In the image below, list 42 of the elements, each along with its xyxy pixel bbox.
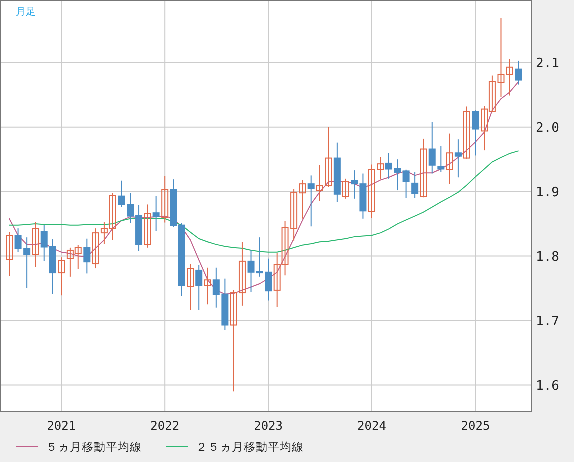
candlestick <box>84 238 91 274</box>
candlestick <box>438 146 445 173</box>
candlestick <box>368 164 376 219</box>
candlestick <box>386 152 393 180</box>
candlestick <box>152 196 160 232</box>
candlestick <box>472 110 480 156</box>
x-tick-label: 2022 <box>150 419 180 433</box>
candlestick <box>342 178 350 200</box>
candlestick <box>428 122 436 174</box>
legend-label: ５ヵ月移動平均線 <box>46 440 142 454</box>
candlestick <box>454 139 462 178</box>
candlestick <box>204 267 212 306</box>
candlestick <box>6 232 14 277</box>
y-tick-label: 1.6 <box>536 378 560 394</box>
x-tick-label: 2025 <box>461 419 490 433</box>
candlestick <box>420 138 428 198</box>
y-tick-label: 1.7 <box>536 314 560 330</box>
candlestick <box>92 228 100 270</box>
legend-label: ２５ヵ月移動平均線 <box>196 440 304 454</box>
candlestick <box>308 175 315 228</box>
candlestick <box>187 264 194 311</box>
candlestick <box>515 60 522 86</box>
x-tick-label: 2023 <box>254 419 284 433</box>
candlestick <box>412 172 419 199</box>
line-series <box>9 82 520 295</box>
y-tick-label: 1.9 <box>536 185 560 200</box>
candlestick <box>144 204 152 248</box>
candlestick <box>32 222 40 268</box>
text: 月足 <box>16 7 36 18</box>
y-tick-label: 2.1 <box>536 56 560 72</box>
x-tick-label: 2024 <box>358 419 386 433</box>
candlestick <box>196 264 203 311</box>
y-tick-label: 1.8 <box>536 250 560 265</box>
candlestick <box>162 176 169 224</box>
candlestick <box>377 156 384 180</box>
line-series <box>9 150 520 253</box>
y-tick-label: 2.0 <box>536 120 560 136</box>
candlestick <box>58 257 66 296</box>
candlestick <box>446 133 454 185</box>
candlestick <box>463 106 470 160</box>
x-tick-label: 2021 <box>47 419 76 433</box>
candlestick <box>118 180 126 208</box>
